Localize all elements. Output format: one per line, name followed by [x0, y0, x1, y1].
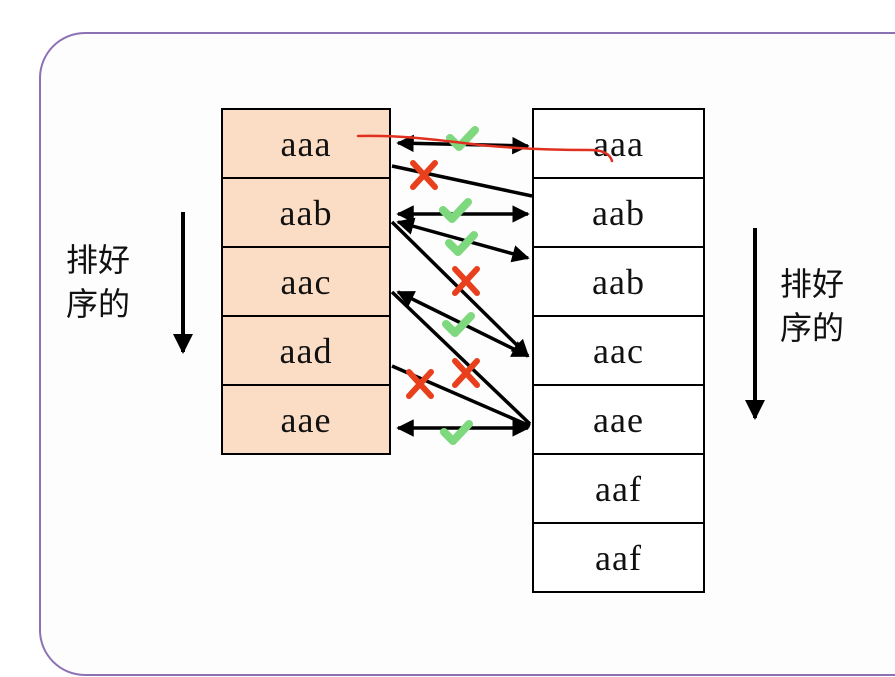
right-sorted-label: 排好 序的: [780, 262, 870, 350]
right-cell-aab-2: aab: [532, 246, 705, 317]
compare-line-aaa-aab: [391, 164, 533, 198]
left-cell-aae: aae: [221, 384, 391, 455]
cross-icon: [406, 369, 434, 399]
cross-icon: [410, 160, 438, 190]
right-cell-aac: aac: [532, 315, 705, 386]
left-label-line1: 排好: [66, 241, 131, 279]
left-cell-aac: aac: [221, 246, 391, 317]
left-cell-aad: aad: [221, 315, 391, 386]
left-sorted-column: aaa aab aac aad aae: [221, 108, 391, 455]
left-cell-aab: aab: [221, 177, 391, 248]
right-label-line1: 排好: [780, 265, 845, 303]
handwritten-annotation-line: [356, 134, 614, 163]
check-icon: [439, 198, 472, 223]
right-label-line2: 序的: [780, 309, 845, 347]
left-label-line2: 序的: [66, 285, 131, 323]
left-cell-aaa: aaa: [221, 108, 391, 179]
check-icon: [440, 420, 473, 445]
left-sorted-label: 排好 序的: [66, 238, 156, 326]
cross-icon: [452, 358, 480, 388]
compare-line-aab-aab-2: [396, 217, 530, 263]
right-cell-aaf-2: aaf: [532, 522, 705, 593]
right-cell-aab-1: aab: [532, 177, 705, 248]
compare-line-aac-aae: [390, 290, 532, 426]
check-icon: [445, 231, 478, 256]
cross-icon: [452, 266, 480, 296]
check-icon: [442, 312, 475, 337]
right-sorted-column: aaa aab aab aac aae aaf aaf: [532, 108, 705, 593]
right-cell-aaf-1: aaf: [532, 453, 705, 524]
right-cell-aae: aae: [532, 384, 705, 455]
right-cell-aaa: aaa: [532, 108, 705, 179]
